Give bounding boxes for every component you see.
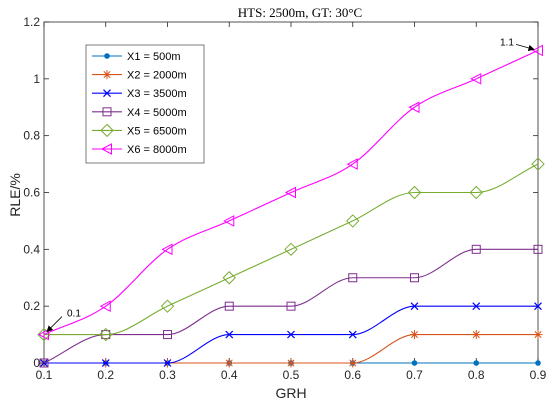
series-layer — [37, 44, 545, 368]
data-point — [284, 186, 296, 199]
data-point — [348, 358, 358, 368]
data-point — [224, 301, 234, 311]
legend-label: X2 = 2000m — [127, 70, 187, 82]
data-point — [39, 358, 49, 368]
data-point — [470, 73, 482, 85]
y-axis-ticks: 0 0.2 0.4 0.6 0.8 1 1.2 — [23, 15, 538, 370]
data-point — [410, 330, 419, 340]
data-point — [534, 302, 542, 311]
data-point — [531, 44, 543, 57]
data-point — [408, 101, 420, 114]
legend-marker — [103, 89, 111, 98]
x-tick-label: 0.9 — [530, 368, 547, 382]
y-tick-label: 0.6 — [23, 186, 40, 200]
data-point — [535, 360, 541, 366]
series-5 — [37, 157, 545, 342]
legend-label: X6 = 8000m — [127, 144, 187, 156]
x-tick-label: 0.3 — [159, 368, 176, 382]
legend-marker — [102, 70, 112, 80]
y-tick-label: 0.2 — [23, 299, 40, 313]
annotation-label: 1.1 — [500, 37, 514, 48]
annotations: 0.1 1.1 — [46, 37, 535, 333]
legend-box — [85, 44, 205, 164]
x-tick-label: 0.7 — [406, 368, 423, 382]
data-point — [472, 302, 481, 311]
data-point — [533, 330, 543, 340]
annotation-arrow — [515, 44, 535, 52]
data-point — [346, 214, 360, 228]
data-point — [286, 301, 296, 311]
series-line — [43, 49, 539, 336]
data-point — [163, 359, 172, 367]
data-point — [411, 360, 418, 366]
legend-label: X5 = 6500m — [127, 125, 187, 137]
data-point — [471, 330, 481, 340]
data-point — [163, 330, 172, 340]
y-tick-label: 0 — [33, 356, 40, 370]
data-point — [223, 215, 235, 227]
legend-marker — [100, 123, 114, 138]
x-tick-label: 0.2 — [97, 368, 114, 382]
data-point — [161, 243, 173, 256]
data-point — [346, 158, 358, 170]
y-tick-label: 0.8 — [23, 129, 40, 143]
data-point — [37, 328, 49, 341]
data-point — [533, 244, 543, 254]
data-point — [473, 360, 480, 366]
data-point — [471, 244, 481, 254]
x-tick-label: 0.6 — [344, 368, 361, 382]
data-point — [99, 327, 113, 342]
data-point — [469, 185, 483, 200]
data-point — [225, 330, 234, 339]
data-point — [99, 300, 111, 312]
series-6 — [37, 44, 543, 341]
data-point — [224, 358, 234, 368]
data-point — [348, 273, 358, 283]
legend-label: X3 = 3500m — [127, 88, 187, 100]
y-tick-label: 1.2 — [23, 15, 40, 29]
data-point — [287, 330, 295, 339]
data-point — [160, 299, 175, 313]
annotation-arrow — [46, 316, 63, 333]
x-tick-label: 0.8 — [468, 368, 485, 382]
chart-title: HTS: 2500m, GT: 30°C — [238, 5, 362, 20]
y-tick-label: 1 — [33, 72, 40, 86]
x-tick-label: 0.1 — [36, 368, 53, 382]
data-point — [222, 271, 236, 285]
legend-marker — [100, 143, 112, 155]
series-line — [44, 163, 539, 336]
annotation-label: 0.1 — [67, 309, 81, 320]
legend-label: X4 = 5000m — [127, 107, 187, 119]
data-point — [407, 185, 422, 200]
x-tick-label: 0.4 — [221, 368, 238, 382]
y-tick-label: 0.4 — [23, 242, 40, 256]
data-point — [348, 330, 357, 339]
legend-marker — [102, 107, 112, 117]
x-axis-label: GRH — [275, 385, 306, 401]
x-tick-label: 0.5 — [283, 368, 300, 382]
legend-label: X1 = 500m — [127, 51, 181, 63]
legend: X1 = 500m X2 = 2000m X3 = 3500m X4 = 5000m X… — [85, 44, 205, 164]
series-line — [43, 248, 538, 364]
data-point — [410, 273, 419, 283]
y-axis-label: RLE/% — [7, 173, 23, 217]
data-point — [410, 302, 419, 311]
data-point — [284, 242, 298, 257]
legend-marker — [104, 53, 110, 59]
data-point — [101, 359, 110, 367]
data-point — [531, 157, 545, 171]
data-point — [286, 358, 296, 368]
